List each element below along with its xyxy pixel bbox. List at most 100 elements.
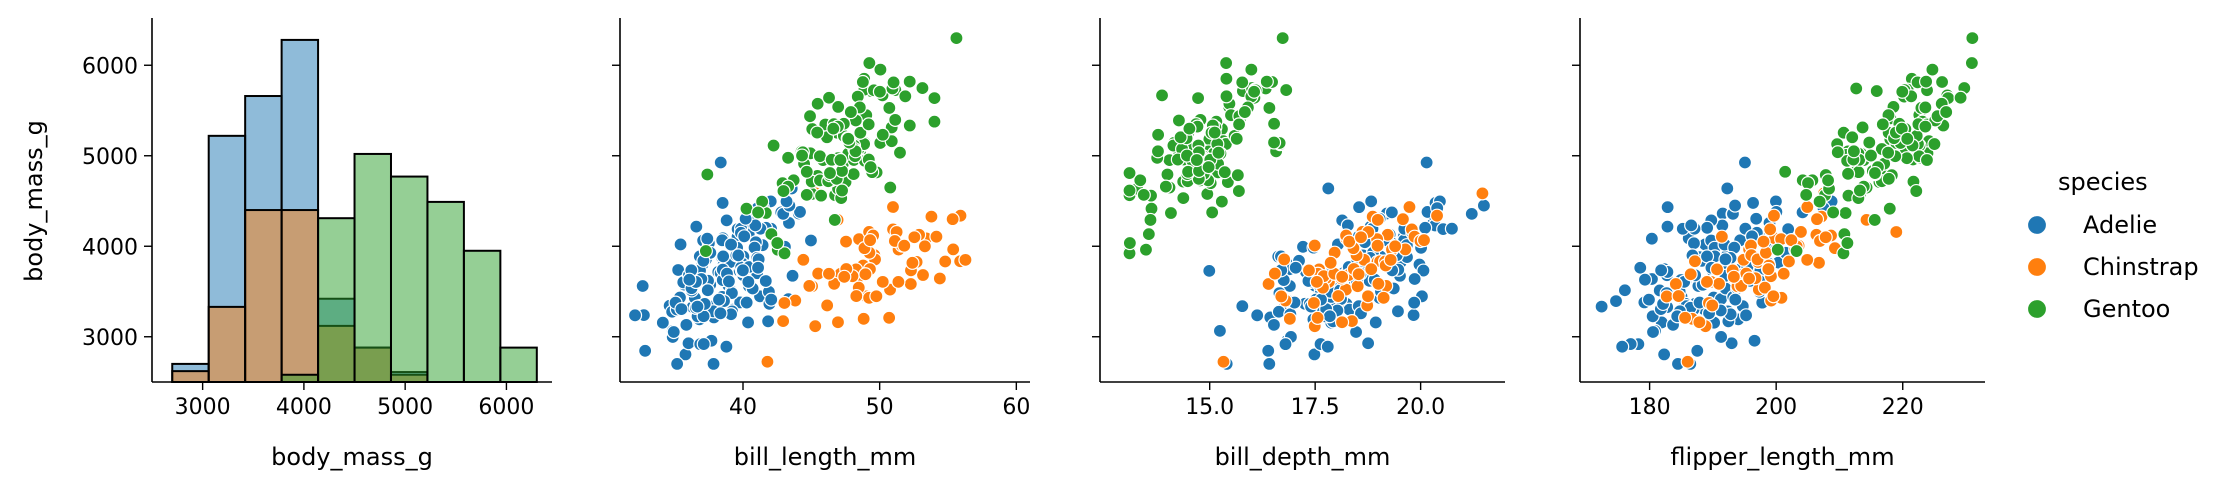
scatter-point-gentoo: [886, 75, 901, 90]
scatter-point-adelie: [723, 237, 739, 252]
scatter-point-gentoo: [1163, 205, 1179, 221]
scatter-point-chinstrap: [1475, 186, 1490, 201]
x-tick-label: 3000: [175, 395, 231, 420]
scatter-point-chinstrap: [1429, 208, 1445, 223]
scatter-point-gentoo: [1211, 145, 1226, 160]
scatter-point-adelie: [673, 237, 688, 252]
scatter-point-gentoo: [873, 62, 888, 77]
scatter-point-gentoo: [1965, 30, 1980, 46]
scatter-point-adelie: [1737, 155, 1753, 170]
scatter-point-adelie: [1684, 218, 1699, 233]
scatter-point-gentoo: [1964, 55, 1979, 71]
scatter-point-gentoo: [1219, 55, 1234, 71]
scatter-point-gentoo: [822, 165, 838, 181]
histogram-bar-chinstrap: [280, 209, 320, 383]
scatter-point-adelie: [1307, 347, 1322, 362]
x-tick-label: 60: [1002, 395, 1030, 420]
scatter-point-adelie: [1321, 181, 1336, 196]
scatter-point-gentoo: [927, 114, 942, 129]
scatter-point-gentoo: [1820, 173, 1836, 188]
scatter-point-adelie: [1320, 339, 1335, 354]
scatter-point-gentoo: [827, 212, 842, 228]
scatter-point-adelie: [1418, 220, 1433, 235]
scatter-point-chinstrap: [1781, 254, 1797, 269]
scatter-point-chinstrap: [875, 274, 890, 289]
scatter-point-gentoo: [1229, 131, 1244, 146]
panel-4: [1572, 18, 1985, 390]
scatter-point-chinstrap: [1395, 212, 1411, 227]
scatter-point-adelie: [681, 336, 696, 351]
scatter-point-chinstrap: [1277, 252, 1292, 267]
scatter-point-chinstrap: [1811, 255, 1827, 270]
scatter-point-adelie: [700, 231, 715, 246]
scatter-point-gentoo: [1934, 74, 1950, 90]
scatter-point-adelie: [1594, 299, 1609, 314]
scatter-point-gentoo: [882, 100, 897, 116]
x-tick-label: 200: [1755, 395, 1797, 420]
scatter-point-adelie: [731, 248, 746, 263]
x-tick-label: 15.0: [1185, 395, 1234, 420]
scatter-point-adelie: [1464, 206, 1479, 221]
scatter-point-adelie: [638, 343, 653, 358]
scatter-point-chinstrap: [1360, 289, 1376, 304]
scatter-point-adelie: [715, 195, 730, 211]
scatter-point-chinstrap: [1323, 255, 1338, 270]
scatter-point-gentoo: [1770, 242, 1785, 257]
scatter-point-gentoo: [766, 138, 781, 153]
scatter-point-gentoo: [1852, 183, 1867, 198]
x-tick-label: 180: [1629, 395, 1671, 420]
scatter-point-adelie: [1352, 200, 1367, 215]
scatter-point-gentoo: [802, 109, 818, 124]
scatter-point-chinstrap: [1350, 279, 1365, 294]
scatter-point-chinstrap: [1306, 295, 1322, 311]
scatter-point-gentoo: [1830, 145, 1845, 160]
scatter-point-chinstrap: [802, 278, 817, 293]
scatter-point-gentoo: [1800, 176, 1816, 191]
scatter-point-gentoo: [799, 187, 814, 202]
scatter-point-gentoo: [888, 112, 903, 127]
scatter-point-chinstrap: [1699, 274, 1715, 289]
scatter-point-gentoo: [1201, 160, 1216, 175]
scatter-point-adelie: [1714, 329, 1729, 345]
scatter-point-chinstrap: [882, 310, 897, 325]
scatter-point-gentoo: [1812, 194, 1827, 209]
x-tick-label: 40: [729, 395, 757, 420]
legend-label-chinstrap: Chinstrap: [2083, 253, 2199, 281]
y-tick-label: 6000: [82, 54, 138, 79]
scatter-point-gentoo: [1275, 30, 1290, 46]
scatter-point-adelie: [627, 308, 643, 323]
scatter-point-chinstrap: [1659, 289, 1674, 304]
scatter-point-gentoo: [1918, 100, 1933, 115]
y-tick-label: 4000: [82, 235, 138, 260]
scatter-point-gentoo: [861, 117, 876, 132]
scatter-point-chinstrap: [1351, 267, 1366, 282]
legend-title: species: [2058, 168, 2148, 196]
scatter-point-gentoo: [1778, 164, 1793, 179]
scatter-point-gentoo: [1266, 135, 1282, 150]
y-tick-label: 3000: [82, 326, 138, 351]
legend-marker-gentoo: [2026, 298, 2048, 320]
scatter-point-chinstrap: [946, 242, 961, 257]
scatter-point-gentoo: [841, 131, 856, 146]
scatter-point-chinstrap: [1800, 252, 1815, 267]
scatter-point-chinstrap: [1370, 238, 1385, 253]
scatter-point-gentoo: [1182, 121, 1197, 136]
scatter-point-adelie: [1368, 315, 1383, 330]
scatter-point-gentoo: [1219, 71, 1234, 86]
scatter-point-gentoo: [810, 125, 825, 140]
scatter-point-chinstrap: [1301, 263, 1317, 278]
scatter-point-gentoo: [810, 96, 825, 111]
scatter-point-chinstrap: [1416, 233, 1432, 248]
scatter-point-adelie: [1608, 293, 1624, 309]
scatter-point-gentoo: [1867, 165, 1883, 181]
legend: species Adelie Chinstrap Gentoo: [2026, 168, 2199, 323]
scatter-point-chinstrap: [1678, 310, 1693, 325]
scatter-point-chinstrap: [1709, 262, 1725, 277]
scatter-point-adelie: [719, 339, 734, 354]
scatter-point-chinstrap: [1307, 238, 1322, 253]
scatter-point-gentoo: [1279, 82, 1294, 98]
histogram-bar-gentoo: [353, 152, 392, 383]
scatter-point-gentoo: [1133, 173, 1148, 188]
x-axis-label: bill_depth_mm: [1215, 443, 1391, 471]
scatter-point-adelie: [741, 274, 756, 289]
